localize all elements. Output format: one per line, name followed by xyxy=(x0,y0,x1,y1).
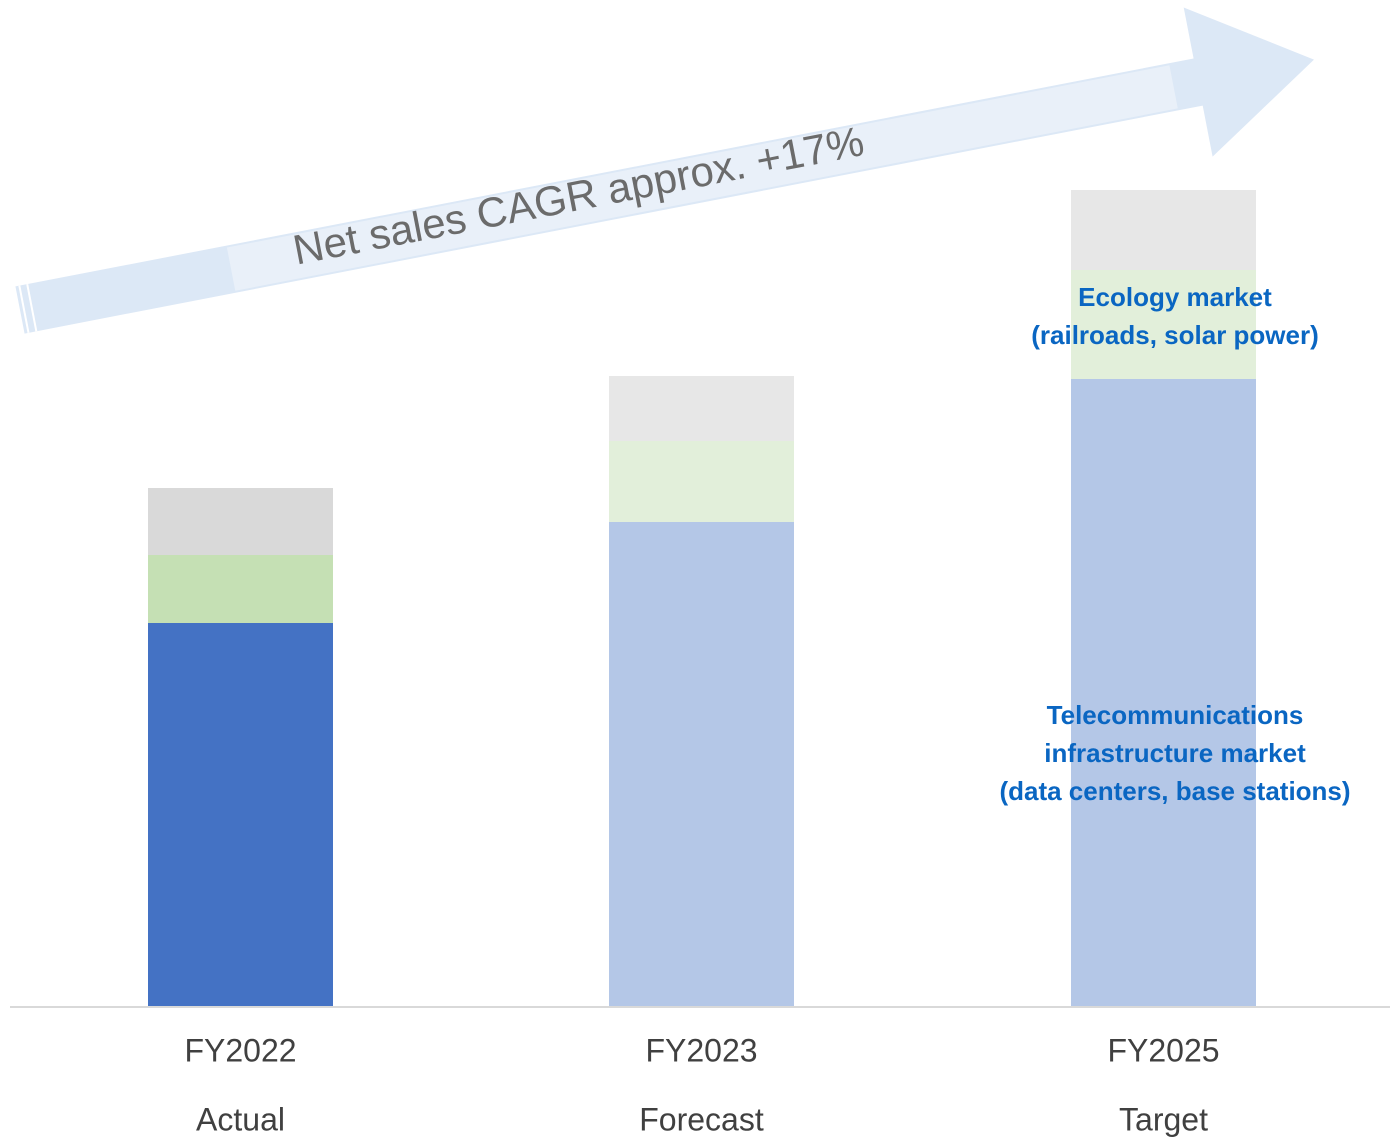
annotation: (data centers, base stations) xyxy=(999,776,1350,806)
x-tick-label: FY2022 xyxy=(184,1032,296,1068)
annotation: Telecommunications xyxy=(1047,700,1304,730)
x-sublabel: Forecast xyxy=(639,1101,764,1137)
x-sublabel: Target xyxy=(1119,1101,1208,1137)
bar-segment xyxy=(148,623,333,1007)
bar-segment xyxy=(609,376,794,441)
bar-segment xyxy=(609,522,794,1007)
bar-segment xyxy=(1071,270,1256,379)
x-tick-label: FY2023 xyxy=(645,1032,757,1068)
x-sublabel: Actual xyxy=(196,1101,285,1137)
arrow-stripe xyxy=(18,285,30,333)
x-tick-label: FY2025 xyxy=(1107,1032,1219,1068)
annotation: Ecology market xyxy=(1078,282,1272,312)
arrow-label-box xyxy=(226,65,1178,291)
annotation: infrastructure market xyxy=(1044,738,1306,768)
bar-segment xyxy=(148,555,333,623)
arrow-stripe xyxy=(26,283,38,332)
bar-segment xyxy=(609,441,794,522)
bar-segment xyxy=(1071,190,1256,270)
banner-text: Net sales CAGR approx. +17% xyxy=(289,117,867,273)
bar-segment xyxy=(148,488,333,555)
bar-segment xyxy=(1071,379,1256,1007)
annotation: (railroads, solar power) xyxy=(1031,320,1319,350)
